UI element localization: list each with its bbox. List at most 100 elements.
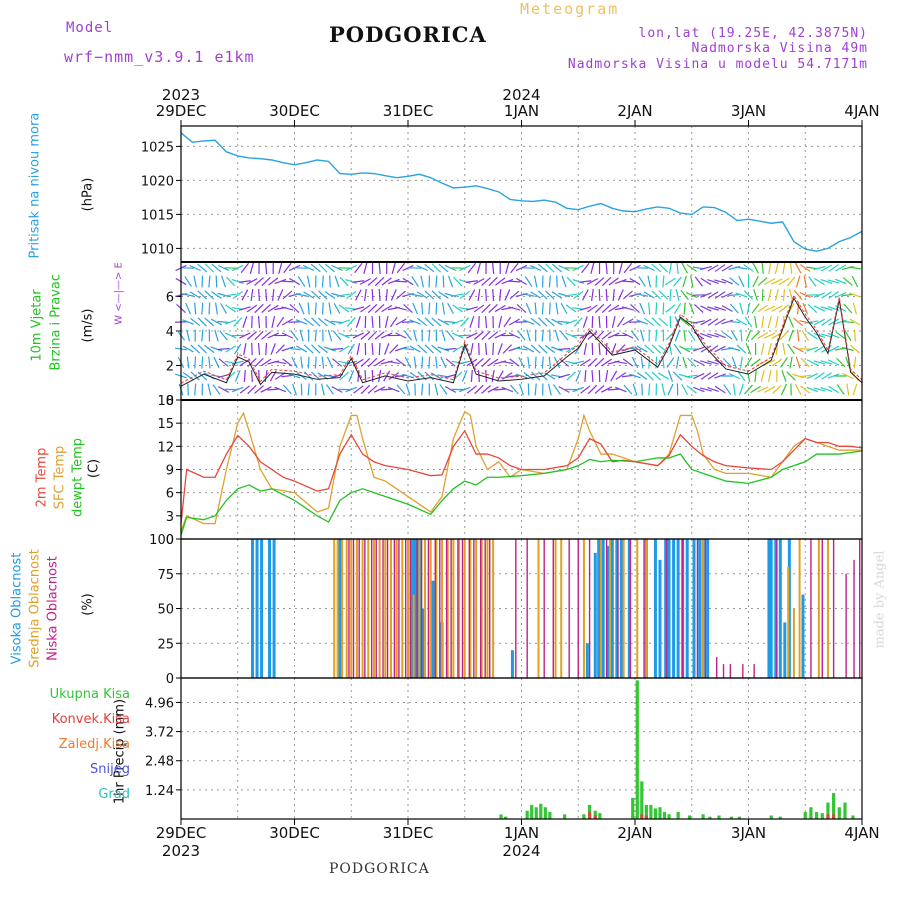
cloud-mid-bar: [361, 539, 364, 678]
wind-barb: [416, 291, 428, 299]
wind-barb: [281, 346, 294, 352]
precip-total-bar: [803, 811, 807, 819]
wind-barb: [324, 346, 336, 352]
cloud-low-bar: [729, 664, 732, 678]
wind-barb: [381, 304, 393, 313]
wind-barb: [307, 302, 310, 315]
wind-barb: [435, 302, 438, 315]
wind-barb: [289, 304, 300, 313]
wind-barb: [632, 383, 638, 396]
wind-barb: [421, 383, 424, 396]
wind-barb: [629, 277, 641, 286]
x-tick-label-top: 1JAN: [504, 102, 539, 120]
wind-barb: [752, 262, 759, 274]
wind-barb: [314, 356, 317, 369]
wind-barb: [290, 330, 299, 341]
y-tick-label: 3.72: [145, 726, 174, 741]
cloud-mid-bar: [554, 539, 557, 678]
wind-barb: [186, 356, 190, 369]
wind-barb: [771, 331, 783, 340]
wind-barb: [675, 289, 680, 301]
wind-barb: [615, 386, 627, 393]
year-label-top: 2024: [502, 86, 540, 104]
wind-barb: [510, 262, 519, 274]
wind-barb: [182, 293, 195, 297]
wind-barb: [501, 360, 514, 365]
wind-barb: [639, 329, 645, 342]
wind-barb: [605, 288, 608, 302]
wind-barb: [693, 372, 705, 380]
wind-barb: [842, 372, 854, 380]
wind-barb: [845, 356, 851, 369]
wind-barb: [636, 293, 649, 297]
wind-barb: [509, 358, 520, 367]
wind-barb: [728, 372, 740, 380]
wind-barb: [841, 293, 854, 297]
wind-barb: [827, 332, 840, 339]
elevation-label: Nadmorska Visina 49m: [691, 41, 868, 56]
wind-barb: [788, 329, 794, 342]
wind-barb: [289, 277, 300, 286]
wind-barb: [673, 343, 682, 355]
wind-barb: [416, 264, 428, 272]
wind-barb: [444, 264, 457, 272]
cloud-low-bar: [643, 539, 645, 678]
wind-barb: [793, 317, 804, 327]
wind-barb: [530, 344, 541, 354]
cloud-mid-bar: [435, 539, 438, 678]
wind-barb: [367, 357, 378, 368]
cloud-high-bar: [658, 559, 662, 678]
wind-barb: [254, 277, 264, 286]
wind-barb: [827, 345, 840, 353]
wind-barb: [573, 290, 584, 300]
wind-barb: [721, 264, 733, 272]
wind-barb: [405, 383, 411, 396]
cloud-mid-bar: [826, 539, 829, 678]
model-name: wrf−nmm_v3.9.1 e1km: [64, 48, 255, 66]
cloud-high-bar: [619, 539, 623, 678]
wind-barb: [466, 332, 478, 339]
wind-barb: [683, 329, 686, 342]
wind-barb: [473, 278, 485, 285]
wind-barb: [435, 275, 438, 288]
wind-barb: [572, 264, 584, 272]
wind-barb: [194, 356, 197, 369]
precip-total-bar: [635, 680, 639, 819]
wind-barb: [551, 263, 562, 273]
wind-barb: [628, 321, 642, 323]
wind-barb: [740, 329, 743, 342]
wind-barb: [538, 317, 548, 327]
precip-total-bar: [543, 807, 547, 819]
wind-barb: [473, 304, 485, 313]
cloud-mid-bar: [537, 539, 540, 678]
wind-barb: [332, 358, 343, 367]
wind-barb: [440, 356, 447, 369]
cloud-mid-bar: [492, 539, 495, 678]
wind-barb: [501, 386, 514, 393]
cloud-low-bar: [382, 539, 384, 678]
wind-barb: [522, 293, 535, 297]
wind-barb: [565, 332, 577, 339]
x-tick-label-bottom: 4JAN: [844, 824, 879, 842]
wind-barb: [707, 279, 719, 284]
precip-total-bar: [525, 810, 529, 819]
wind-barb: [243, 342, 247, 356]
wind-barb: [615, 372, 627, 380]
precip-total-bar: [851, 815, 855, 819]
wind-speed-line: [180, 294, 863, 384]
wind-barb: [388, 372, 400, 380]
wind-barb: [745, 343, 752, 355]
wind-barb: [444, 320, 457, 324]
cloud-mid-bar: [792, 608, 795, 678]
wind-barb: [687, 330, 696, 341]
wind-barb: [745, 329, 752, 342]
wind-barb: [352, 358, 364, 367]
wind-barb: [495, 277, 506, 286]
wind-barb: [800, 357, 810, 368]
wind-barb: [559, 330, 569, 341]
wind-barb: [424, 290, 435, 300]
wind-barb: [282, 290, 293, 300]
cloud-high-bar: [672, 539, 676, 678]
wind-barb: [622, 358, 634, 367]
